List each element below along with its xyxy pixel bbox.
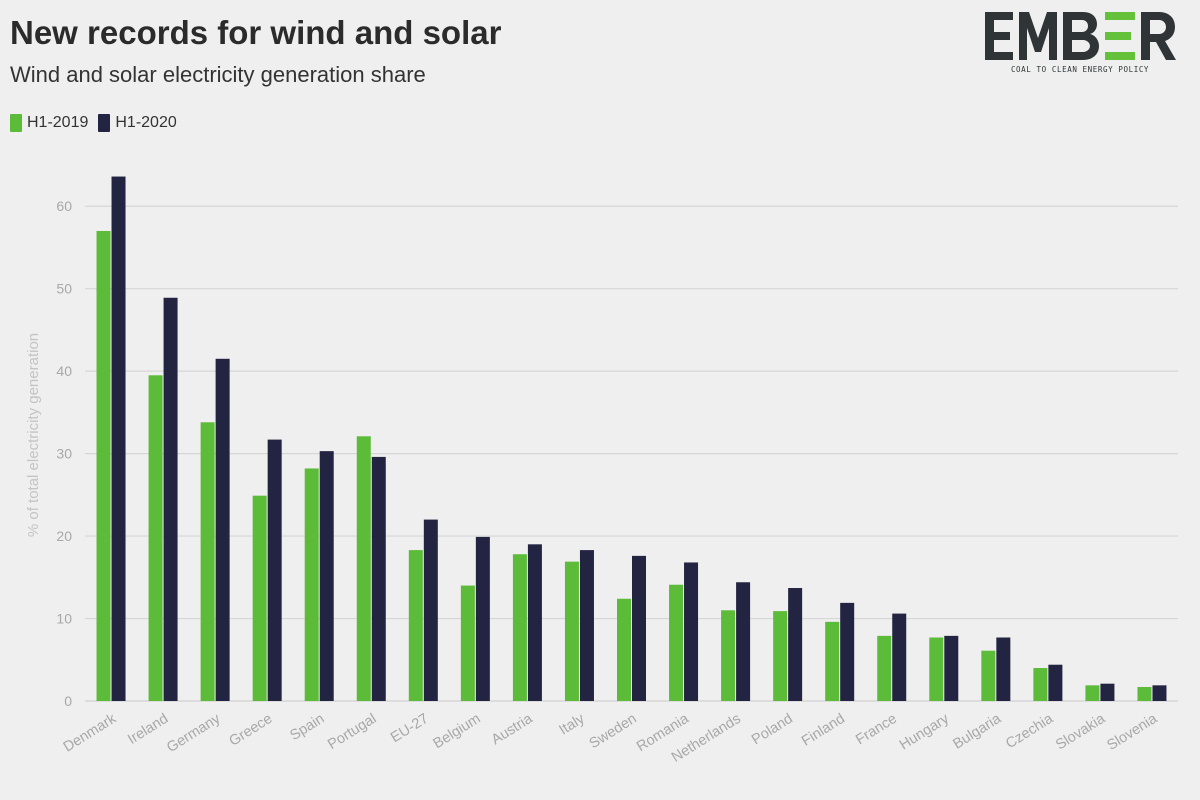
bar-eu-27-h1-2020[interactable] [423,519,438,701]
bar-netherlands-h1-2020[interactable] [736,582,751,701]
y-tick-label: 20 [56,528,72,544]
chart-title: New records for wind and solar [10,14,502,51]
x-tick-label-austria: Austria [489,710,537,748]
y-axis-ticks: 0 10 20 30 40 50 60 [56,198,72,709]
bar-eu-27-h1-2019[interactable] [408,550,423,701]
bar-greece-h1-2019[interactable] [252,495,267,701]
ember-accent-e [1105,12,1135,60]
x-tick-label-greece: Greece [226,711,275,750]
legend-item-h1-2019[interactable]: H1-2019 [10,114,88,132]
bar-ireland-h1-2019[interactable] [148,375,163,701]
bar-hungary-h1-2019[interactable] [929,637,944,701]
bar-poland-h1-2020[interactable] [788,588,803,701]
bar-finland-h1-2019[interactable] [825,621,840,701]
x-tick-label-denmark: Denmark [61,710,120,755]
bar-romania-h1-2020[interactable] [684,562,699,701]
legend-label-h1-2020: H1-2020 [115,114,177,131]
y-tick-label: 30 [56,446,72,462]
bar-romania-h1-2019[interactable] [669,584,684,701]
bar-portugal-h1-2019[interactable] [356,436,371,701]
bar-bulgaria-h1-2019[interactable] [981,650,996,701]
bar-denmark-h1-2020[interactable] [111,176,126,701]
gridlines [85,205,1178,702]
x-tick-label-sweden: Sweden [587,711,640,752]
bars [96,176,1167,701]
x-tick-label-czechia: Czechia [1003,710,1057,752]
bar-italy-h1-2019[interactable] [564,561,579,701]
y-tick-label: 50 [56,281,72,297]
bar-greece-h1-2020[interactable] [267,439,282,701]
bar-france-h1-2020[interactable] [892,613,907,701]
x-tick-label-slovenia: Slovenia [1104,710,1160,754]
ember-wordmark [985,12,1176,60]
x-tick-label-spain: Spain [287,711,327,744]
y-tick-label: 10 [56,611,72,627]
y-tick-label: 40 [56,363,72,379]
bar-austria-h1-2019[interactable] [512,554,527,701]
bar-belgium-h1-2019[interactable] [460,585,475,701]
bar-denmark-h1-2019[interactable] [96,230,111,701]
bar-sweden-h1-2020[interactable] [632,555,646,701]
bar-slovenia-h1-2019[interactable] [1137,686,1152,701]
bar-france-h1-2019[interactable] [877,635,892,701]
bar-austria-h1-2020[interactable] [527,544,542,701]
bar-ireland-h1-2020[interactable] [163,297,178,701]
bar-slovenia-h1-2020[interactable] [1152,685,1167,701]
legend-swatch-h1-2020 [98,114,111,132]
bar-netherlands-h1-2019[interactable] [721,610,736,701]
y-tick-label: 60 [56,198,72,214]
x-tick-label-bulgaria: Bulgaria [950,710,1004,752]
bar-germany-h1-2019[interactable] [200,422,215,701]
ember-logo: COAL TO CLEAN ENERGY POLICY [985,12,1176,74]
legend-item-h1-2020[interactable]: H1-2020 [98,114,177,132]
x-tick-label-slovakia: Slovakia [1053,710,1109,753]
bar-finland-h1-2020[interactable] [840,602,855,701]
bar-slovakia-h1-2019[interactable] [1085,685,1100,701]
legend-swatch-h1-2019 [10,114,22,132]
bar-italy-h1-2020[interactable] [579,550,594,701]
bar-poland-h1-2019[interactable] [773,611,788,701]
bar-germany-h1-2020[interactable] [215,358,230,701]
bar-spain-h1-2020[interactable] [319,451,334,701]
legend-label-h1-2019: H1-2019 [27,114,89,131]
x-tick-label-hungary: Hungary [897,710,953,753]
bar-portugal-h1-2020[interactable] [371,456,386,701]
y-axis-label: % of total electricity generation [25,333,42,537]
ember-tagline: COAL TO CLEAN ENERGY POLICY [1011,65,1149,74]
x-tick-label-poland: Poland [749,711,796,748]
bar-spain-h1-2019[interactable] [304,468,319,701]
bar-sweden-h1-2019[interactable] [617,598,631,701]
x-tick-label-eu-27: EU-27 [388,711,431,746]
bar-hungary-h1-2020[interactable] [944,635,959,701]
chart-subtitle: Wind and solar electricity generation sh… [10,62,426,87]
bar-slovakia-h1-2020[interactable] [1100,683,1115,701]
x-tick-label-italy: Italy [557,710,589,738]
y-tick-label: 0 [64,693,72,709]
bar-belgium-h1-2020[interactable] [475,536,490,701]
bar-czechia-h1-2019[interactable] [1033,668,1048,701]
x-tick-label-france: France [853,711,900,748]
x-tick-label-finland: Finland [799,711,848,750]
bar-bulgaria-h1-2020[interactable] [996,637,1011,701]
x-tick-label-portugal: Portugal [325,711,379,753]
x-tick-label-belgium: Belgium [431,711,484,752]
x-tick-label-germany: Germany [164,710,224,756]
legend: H1-2019 H1-2020 [10,114,187,132]
bar-czechia-h1-2020[interactable] [1048,664,1063,701]
